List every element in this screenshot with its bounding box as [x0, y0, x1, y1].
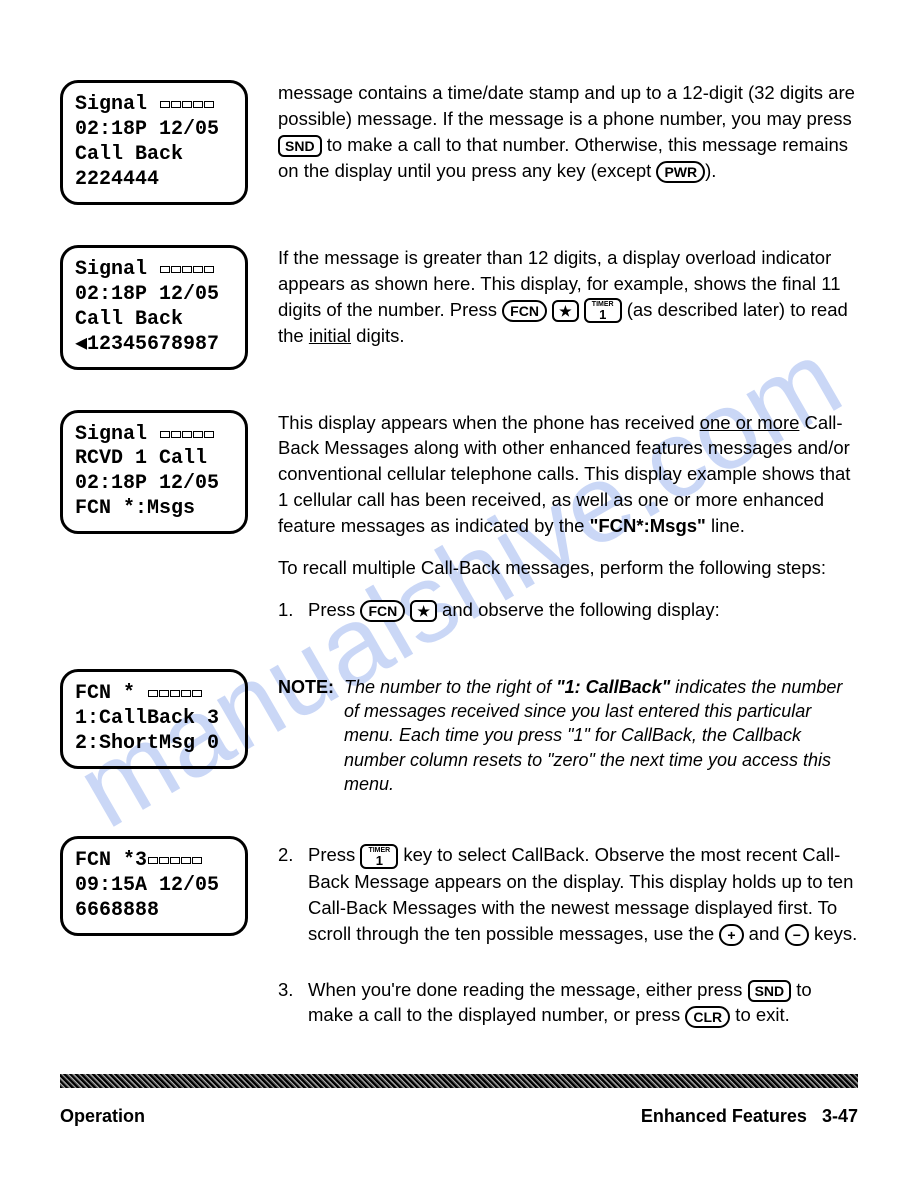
- pwr-key-icon: PWR: [656, 161, 705, 183]
- body-text: to make a call to that number. Otherwise…: [278, 134, 848, 181]
- body-text: to exit.: [730, 1004, 790, 1025]
- display-text: Signal: [75, 422, 147, 445]
- display-text: RCVD 1 Call: [75, 446, 233, 471]
- display-text: 09:15A 12/05: [75, 873, 233, 898]
- body-text: and: [744, 923, 785, 944]
- paragraph: To recall multiple Call-Back messages, p…: [278, 555, 858, 581]
- body-text: one or more: [700, 412, 800, 433]
- body-text: initial: [309, 325, 351, 346]
- phone-display-5: FCN *3 09:15A 12/05 6668888: [60, 836, 248, 936]
- display-text: FCN *3: [75, 849, 147, 872]
- body-text: When you're done reading the message, ei…: [308, 979, 748, 1000]
- paragraph: This display appears when the phone has …: [278, 410, 858, 539]
- display-text: FCN *:Msgs: [75, 496, 233, 521]
- display-text: ◀12345678987: [75, 332, 233, 357]
- paragraph: If the message is greater than 12 digits…: [278, 245, 858, 349]
- display-text: 02:18P 12/05: [75, 117, 233, 142]
- one-key-icon: TIMER1: [360, 844, 398, 869]
- display-text: Signal: [75, 93, 147, 116]
- phone-display-2: Signal 02:18P 12/05 Call Back ◀123456789…: [60, 245, 248, 370]
- display-text: 2224444: [75, 167, 233, 192]
- phone-display-1: Signal 02:18P 12/05 Call Back 2224444: [60, 80, 248, 205]
- body-text: ).: [705, 160, 716, 181]
- body-text: keys.: [809, 923, 857, 944]
- fcn-key-icon: FCN: [360, 600, 405, 622]
- display-text: FCN *: [75, 682, 135, 705]
- step-number: 2.: [278, 842, 298, 946]
- snd-key-icon: SND: [278, 135, 322, 157]
- footer-right: Enhanced Features 3-47: [641, 1106, 858, 1127]
- footer-left: Operation: [60, 1106, 145, 1127]
- clr-key-icon: CLR: [685, 1006, 730, 1028]
- star-key-icon: ★: [410, 600, 437, 622]
- display-text: 1:CallBack 3: [75, 706, 233, 731]
- footer: Operation Enhanced Features 3-47: [60, 1106, 858, 1127]
- step-1: 1. Press FCN ★ and observe the following…: [278, 597, 858, 623]
- one-key-icon: TIMER1: [584, 298, 622, 323]
- body-text: message contains a time/date stamp and u…: [278, 82, 855, 129]
- body-text: and observe the following display:: [437, 599, 720, 620]
- fcn-key-icon: FCN: [502, 300, 547, 322]
- minus-key-icon: −: [785, 924, 809, 946]
- row-3: Signal RCVD 1 Call 02:18P 12/05 FCN *:Ms…: [60, 410, 858, 629]
- snd-key-icon: SND: [748, 980, 792, 1002]
- star-key-icon: ★: [552, 300, 579, 322]
- signal-bars-icon: [159, 91, 214, 116]
- body-text: Press: [308, 599, 360, 620]
- display-text: 02:18P 12/05: [75, 282, 233, 307]
- signal-bars-icon: [159, 256, 214, 281]
- phone-display-3: Signal RCVD 1 Call 02:18P 12/05 FCN *:Ms…: [60, 410, 248, 535]
- footer-divider: [60, 1074, 858, 1088]
- display-text: Signal: [75, 258, 147, 281]
- note-block: NOTE: The number to the right of "1: Cal…: [278, 675, 858, 796]
- paragraph: message contains a time/date stamp and u…: [278, 80, 858, 184]
- display-text: Call Back: [75, 307, 233, 332]
- body-text: line.: [706, 515, 745, 536]
- step-number: 1.: [278, 597, 298, 623]
- page-content: Signal 02:18P 12/05 Call Back 2224444 me…: [60, 80, 858, 1127]
- display-text: Call Back: [75, 142, 233, 167]
- signal-bars-icon: [147, 847, 202, 872]
- signal-bars-icon: [147, 680, 202, 705]
- phone-display-4: FCN * 1:CallBack 3 2:ShortMsg 0: [60, 669, 248, 769]
- step-3: 3. When you're done reading the message,…: [278, 977, 858, 1029]
- plus-key-icon: +: [719, 924, 743, 946]
- row-2: Signal 02:18P 12/05 Call Back ◀123456789…: [60, 245, 858, 370]
- body-text: "FCN*:Msgs": [590, 515, 706, 536]
- step-number: 3.: [278, 977, 298, 1029]
- row-5: FCN *3 09:15A 12/05 6668888 2. Press TIM…: [60, 836, 858, 1034]
- signal-bars-icon: [159, 421, 214, 446]
- display-text: 02:18P 12/05: [75, 471, 233, 496]
- body-text: Press: [308, 844, 360, 865]
- body-text: digits.: [351, 325, 404, 346]
- note-text: The number to the right of "1: CallBack"…: [344, 675, 858, 796]
- note-label: NOTE:: [278, 675, 334, 796]
- display-text: 2:ShortMsg 0: [75, 731, 233, 756]
- body-text: This display appears when the phone has …: [278, 412, 700, 433]
- display-text: 6668888: [75, 898, 233, 923]
- row-4: FCN * 1:CallBack 3 2:ShortMsg 0 NOTE: Th…: [60, 669, 858, 796]
- step-2: 2. Press TIMER1 key to select CallBack. …: [278, 842, 858, 946]
- row-1: Signal 02:18P 12/05 Call Back 2224444 me…: [60, 80, 858, 205]
